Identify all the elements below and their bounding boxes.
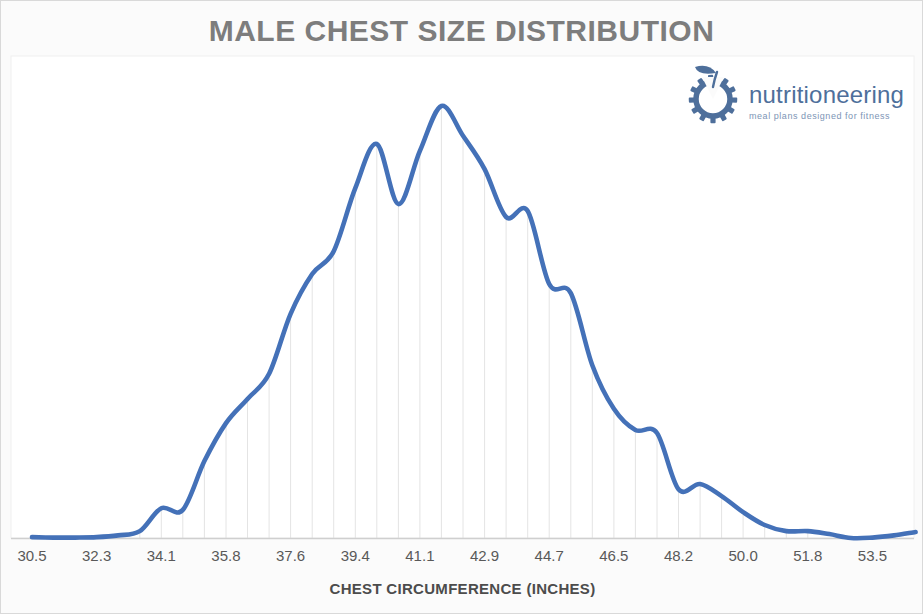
- x-tick-label: 30.5: [2, 547, 62, 564]
- chart-page: MALE CHEST SIZE DISTRIBUTION nutritionee…: [0, 0, 923, 614]
- x-tick-label: 37.6: [261, 547, 321, 564]
- x-tick-label: 42.9: [455, 547, 515, 564]
- logo-name: nutritioneering: [749, 83, 904, 107]
- x-tick-label: 39.4: [325, 547, 385, 564]
- x-tick-label: 35.8: [196, 547, 256, 564]
- chart-title: MALE CHEST SIZE DISTRIBUTION: [1, 14, 922, 48]
- x-tick-label: 44.7: [519, 547, 579, 564]
- x-tick-label: 34.1: [131, 547, 191, 564]
- logo-tagline: meal plans designed for fitness: [749, 111, 904, 121]
- x-tick-label: 48.2: [649, 547, 709, 564]
- x-tick-label: 53.5: [842, 547, 902, 564]
- x-tick-label: 32.3: [67, 547, 127, 564]
- x-axis-title: CHEST CIRCUMFERENCE (INCHES): [1, 580, 923, 597]
- x-tick-label: 51.8: [778, 547, 838, 564]
- apple-leaf: [695, 66, 716, 74]
- x-tick-label: 50.0: [713, 547, 773, 564]
- x-tick-label: 41.1: [390, 547, 450, 564]
- gear-apple-icon: [687, 63, 741, 125]
- x-tick-label: 46.5: [584, 547, 644, 564]
- logo-text-block: nutritioneering meal plans designed for …: [749, 63, 904, 121]
- logo: nutritioneering meal plans designed for …: [687, 63, 904, 125]
